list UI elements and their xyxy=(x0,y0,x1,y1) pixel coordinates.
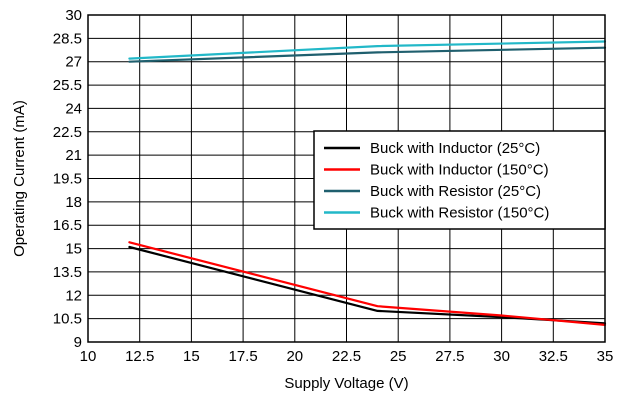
x-tick-label: 27.5 xyxy=(435,348,464,365)
series-line-2 xyxy=(128,241,607,326)
x-tick-label: 12.5 xyxy=(125,348,154,365)
x-tick-label: 30 xyxy=(493,348,510,365)
y-tick-label: 27 xyxy=(65,54,82,71)
x-tick-label: 25 xyxy=(390,348,407,365)
series-layer xyxy=(128,40,607,326)
y-tick-label: 10.5 xyxy=(53,311,82,328)
x-tick-label: 32.5 xyxy=(539,348,568,365)
y-tick-label: 9 xyxy=(74,334,82,351)
x-tick-label: 15 xyxy=(183,348,200,365)
y-tick-label: 19.5 xyxy=(53,171,82,188)
x-tick-label: 10 xyxy=(80,348,97,365)
y-tick-label: 28.5 xyxy=(53,30,82,47)
y-tick-label: 16.5 xyxy=(53,217,82,234)
legend-label-3: Buck with Resistor (25°C) xyxy=(370,183,541,200)
x-tick-label: 20 xyxy=(286,348,303,365)
y-axis-title: Operating Current (mA) xyxy=(11,100,28,257)
y-tick-label: 18 xyxy=(65,194,82,211)
y-tick-label: 13.5 xyxy=(53,264,82,281)
x-tick-label: 35 xyxy=(597,348,614,365)
legend-box xyxy=(313,130,606,230)
legend-label-1: Buck with Inductor (25°C) xyxy=(370,140,540,157)
legend: Buck with Inductor (25°C) Buck with Induc… xyxy=(313,130,606,230)
legend-label-4: Buck with Resistor (150°C) xyxy=(370,205,549,222)
y-tick-label: 30 xyxy=(65,7,82,24)
y-tick-label: 15 xyxy=(65,241,82,258)
x-tick-label: 22.5 xyxy=(332,348,361,365)
y-tick-label: 12 xyxy=(65,287,82,304)
series-line-1 xyxy=(128,245,607,325)
x-axis-title: Supply Voltage (V) xyxy=(284,375,408,392)
legend-label-2: Buck with Inductor (150°C) xyxy=(370,162,549,179)
series-line-4 xyxy=(128,40,607,60)
y-tick-label: 22.5 xyxy=(53,124,82,141)
y-tick-label: 25.5 xyxy=(53,77,82,94)
series-line-3 xyxy=(128,46,607,63)
y-tick-label: 21 xyxy=(65,147,82,164)
y-tick-label: 24 xyxy=(65,100,82,117)
tick-label-layer: 10 12.5 15 17.5 20 22.5 25 27.5 30 32.5 35 9 10.5 12 1… xyxy=(53,7,614,365)
x-tick-label: 17.5 xyxy=(228,348,257,365)
